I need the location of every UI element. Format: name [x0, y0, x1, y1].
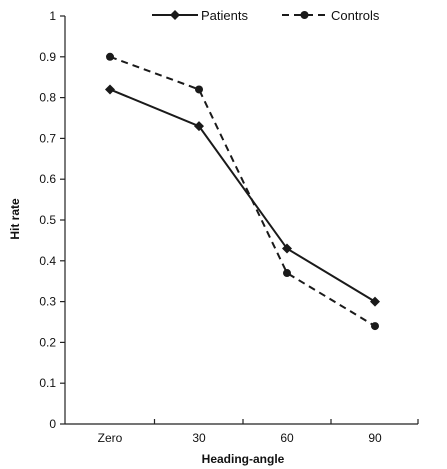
y-tick-label: 0.6 — [39, 172, 56, 186]
data-point-patients — [282, 243, 292, 254]
legend-label-patients: Patients — [201, 8, 248, 23]
y-tick-label: 0.1 — [39, 376, 56, 390]
data-point-patients — [105, 84, 115, 95]
legend-marker-patients — [170, 10, 180, 20]
legend-item-patients: Patients — [152, 8, 248, 23]
series-layer — [105, 52, 380, 331]
y-tick-label: 0.2 — [39, 335, 56, 349]
series-line-controls — [109, 55, 376, 327]
data-point-controls — [371, 322, 379, 331]
data-point-patients — [370, 296, 380, 307]
legend-item-controls: Controls — [282, 8, 380, 23]
y-tick-label: 0 — [49, 417, 56, 431]
x-tick-label: 30 — [192, 431, 206, 445]
y-tick-label: 0.8 — [39, 91, 56, 105]
data-point-controls — [195, 85, 203, 94]
data-point-controls — [283, 269, 291, 278]
x-axis-title: Heading-angle — [202, 452, 285, 466]
series-line-patients — [109, 88, 376, 303]
legend-label-controls: Controls — [331, 8, 380, 23]
y-axis-title: Hit rate — [8, 198, 22, 240]
y-tick-label: 0.4 — [39, 254, 56, 268]
y-tick-label: 0.7 — [39, 131, 56, 145]
data-point-controls — [106, 52, 114, 61]
series-controls — [106, 52, 379, 331]
legend-marker-controls — [300, 11, 309, 19]
data-point-patients — [194, 121, 204, 132]
x-tick-label: 60 — [280, 431, 294, 445]
y-tick-label: 0.5 — [39, 213, 56, 227]
legend: Patients Controls — [152, 8, 380, 23]
y-tick-label: 0.9 — [39, 50, 56, 64]
x-tick-label: Zero — [98, 431, 123, 445]
y-tick-label: 0.3 — [39, 295, 56, 309]
axes: 0 0.1 0.2 0.3 0.4 0.5 0.6 0.7 0.8 0.9 1 Zero 30 60 90 — [39, 9, 419, 445]
x-tick-label: 90 — [368, 431, 382, 445]
y-tick-label: 1 — [49, 9, 56, 23]
series-patients — [105, 84, 380, 307]
